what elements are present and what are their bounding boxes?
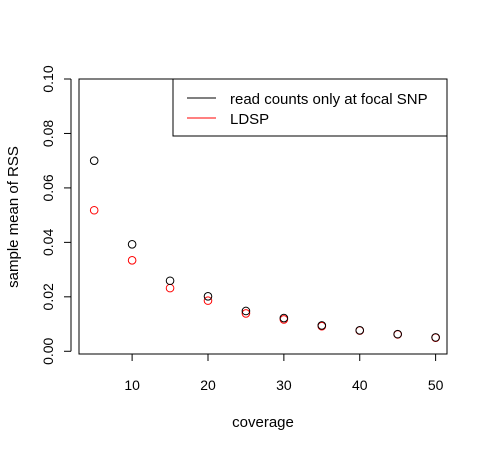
x-tick-label: 40 — [352, 377, 368, 393]
legend-label-ldsp: LDSP — [230, 111, 269, 128]
x-axis: 10 20 30 40 50 — [124, 353, 444, 393]
point-read-counts — [393, 329, 402, 339]
point-read-counts — [279, 313, 289, 323]
x-axis-title: coverage — [232, 414, 294, 431]
x-tick-label: 50 — [428, 377, 444, 393]
legend-label-read-counts: read counts only at focal SNP — [230, 91, 428, 108]
y-tick-label: 0.08 — [40, 120, 56, 147]
point-ldsp — [89, 205, 99, 215]
legend: read counts only at focal SNP LDSP — [172, 78, 448, 137]
data-points — [89, 156, 440, 342]
y-tick-label: 0.04 — [40, 229, 56, 256]
point-read-counts — [165, 276, 175, 286]
point-ldsp — [241, 309, 251, 318]
point-read-counts — [241, 306, 251, 316]
legend-box — [172, 78, 448, 137]
y-tick-label: 0.00 — [40, 337, 56, 364]
y-tick-label: 0.02 — [40, 283, 56, 310]
y-tick-label: 0.10 — [40, 65, 56, 92]
point-ldsp — [203, 296, 213, 305]
point-read-counts — [355, 326, 365, 335]
point-read-counts — [127, 239, 137, 249]
y-axis-title: sample mean of RSS — [5, 146, 22, 288]
y-axis: 0.00 0.02 0.04 0.06 0.08 0.10 — [40, 65, 72, 365]
point-read-counts — [89, 156, 99, 165]
y-tick-label: 0.06 — [40, 174, 56, 201]
point-read-counts — [317, 321, 327, 330]
point-ldsp — [165, 283, 175, 293]
x-tick-label: 10 — [124, 377, 140, 393]
point-read-counts — [431, 333, 440, 342]
x-tick-label: 20 — [200, 377, 216, 393]
x-tick-label: 30 — [276, 377, 292, 393]
point-read-counts — [203, 291, 213, 301]
point-ldsp — [127, 256, 137, 265]
